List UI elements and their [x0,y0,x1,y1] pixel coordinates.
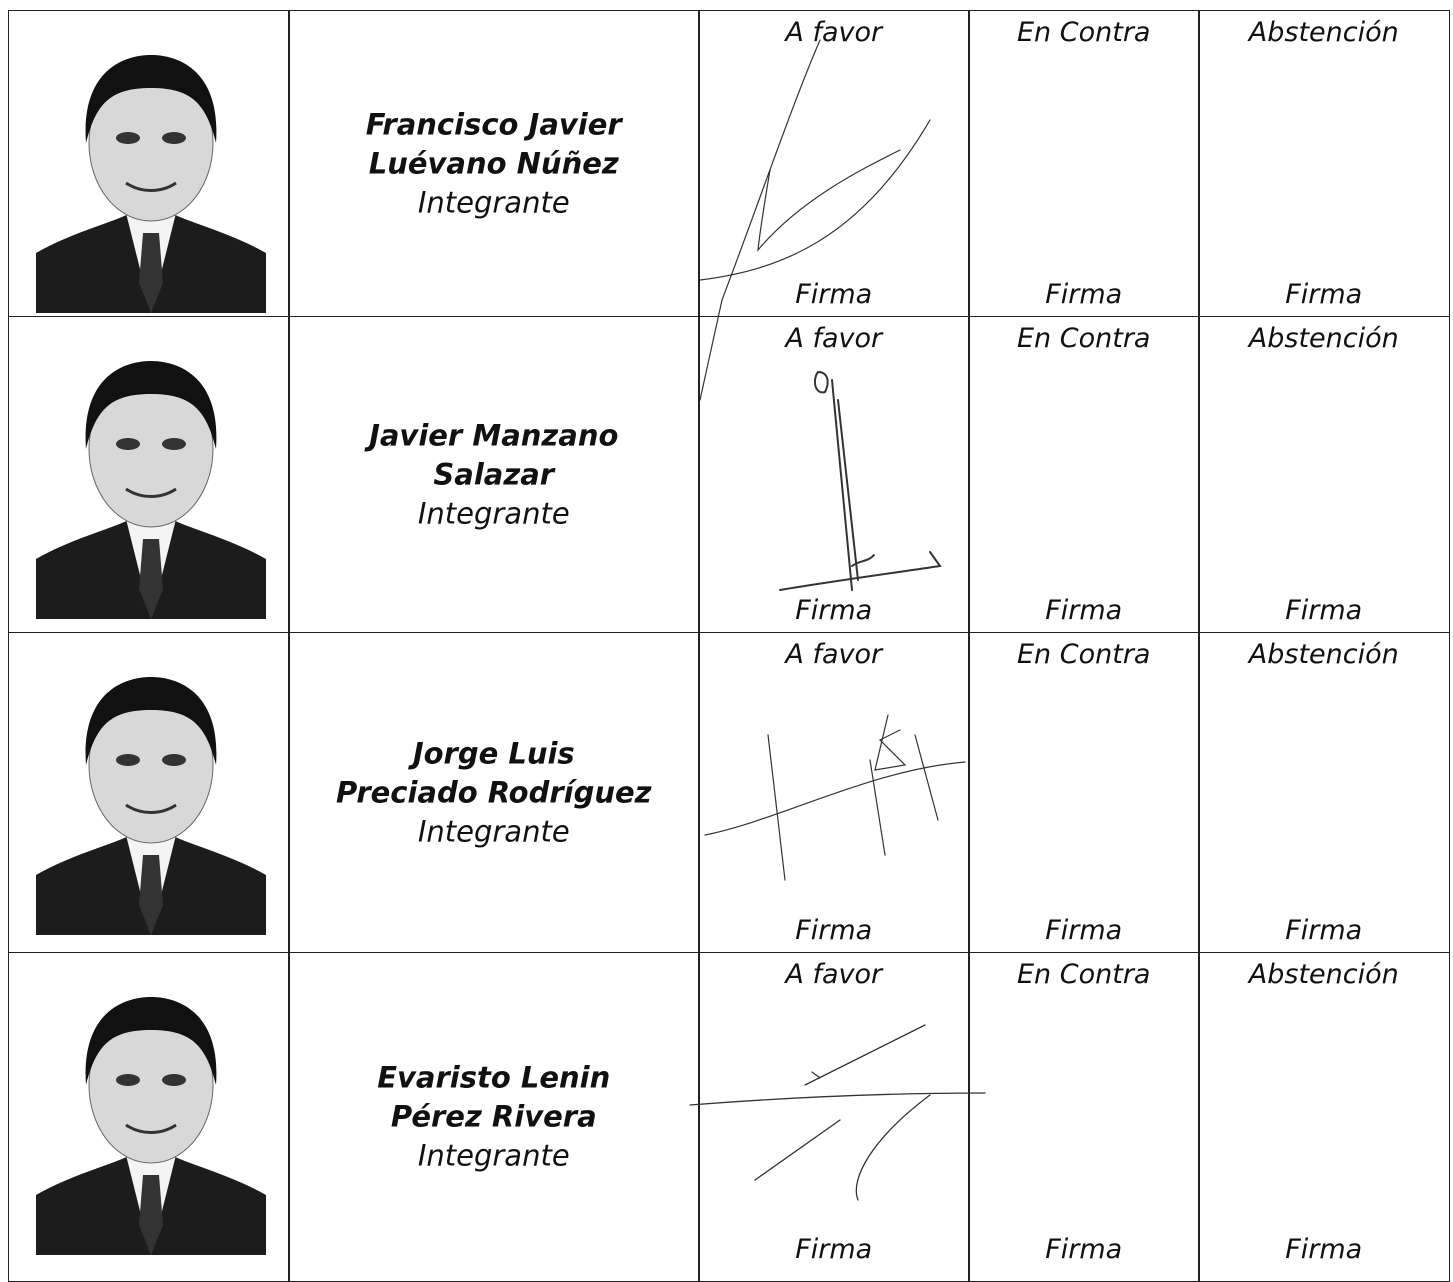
signature-label: Firma [795,595,873,626]
member-name: Francisco Javier [365,107,622,141]
hair [85,997,217,1085]
member-name: Luévano Núñez [368,146,619,180]
signature-label: Firma [795,915,873,946]
signature-label: Firma [1285,595,1363,626]
vote-cell: A favor Firma [698,316,970,633]
vote-option: Abstención [1248,959,1399,990]
vote-cell: En Contra Firma [968,10,1200,317]
mouth [125,487,177,498]
photo-cell [8,632,290,953]
eye [162,754,186,766]
member-role: Integrante [417,185,570,219]
signature-label: Firma [1285,1234,1363,1265]
name-block: Evaristo Lenin Pérez Rivera Integrante [289,1059,699,1176]
signature-label: Firma [1045,595,1123,626]
signature-label: Firma [1285,915,1363,946]
photo [36,997,266,1255]
vote-option: En Contra [1017,17,1151,48]
vote-option: A favor [785,959,883,990]
mouth [125,803,177,814]
vote-cell: En Contra Firma [968,952,1200,1282]
vote-option: En Contra [1017,639,1151,670]
signature-label: Firma [1285,279,1363,310]
member-name: Javier Manzano [369,418,619,452]
signature-label: Firma [1045,915,1123,946]
vote-cell: En Contra Firma [968,632,1200,953]
signature-label: Firma [795,1234,873,1265]
member-name: Salazar [433,457,555,491]
eye [116,1074,140,1086]
hair [85,677,217,765]
vote-cell: Abstención Firma [1198,10,1450,317]
photo-cell [8,952,290,1282]
tie [139,1175,163,1255]
member-name: Evaristo Lenin [377,1060,611,1095]
eye [116,754,140,766]
name-cell: Javier Manzano Salazar Integrante [288,316,700,633]
vote-option: En Contra [1017,959,1151,990]
member-role: Integrante [417,496,570,530]
vote-cell: A favor Firma [698,10,970,317]
name-block: Javier Manzano Salazar Integrante [289,416,699,533]
vote-option: Abstención [1248,17,1399,48]
photo [36,361,266,619]
eye [116,132,140,144]
photo-cell [8,10,290,317]
vote-cell: A favor Firma [698,952,970,1282]
hair [85,361,217,449]
tie [139,539,163,619]
vote-option: A favor [785,17,883,48]
vote-cell: Abstención Firma [1198,316,1450,633]
vote-option: A favor [785,639,883,670]
eye [162,1074,186,1086]
vote-cell: Abstención Firma [1198,952,1450,1282]
vote-cell: Abstención Firma [1198,632,1450,953]
member-role: Integrante [417,814,570,848]
photo [36,677,266,935]
name-cell: Jorge Luis Preciado Rodríguez Integrante [288,632,700,953]
member-name: Pérez Rivera [390,1099,597,1134]
vote-cell: En Contra Firma [968,316,1200,633]
signature-label: Firma [1045,1234,1123,1265]
member-name: Preciado Rodríguez [335,775,652,809]
mouth [125,1123,177,1134]
eye [162,132,186,144]
vote-option: Abstención [1248,323,1399,354]
tie [139,233,163,313]
vote-cell: A favor Firma [698,632,970,953]
signature-label: Firma [795,279,873,310]
mouth [125,181,177,192]
eye [162,438,186,450]
name-block: Jorge Luis Preciado Rodríguez Integrante [289,734,699,851]
name-block: Francisco Javier Luévano Núñez Integrante [289,105,699,222]
eye [116,438,140,450]
tie [139,855,163,935]
vote-option: En Contra [1017,323,1151,354]
hair [85,55,217,143]
name-cell: Francisco Javier Luévano Núñez Integrante [288,10,700,317]
member-role: Integrante [417,1138,570,1173]
signature-label: Firma [1045,279,1123,310]
member-name: Jorge Luis [412,736,575,770]
name-cell: Evaristo Lenin Pérez Rivera Integrante [288,952,700,1282]
vote-option: A favor [785,323,883,354]
vote-option: Abstención [1248,639,1399,670]
photo [36,55,266,313]
photo-cell [8,316,290,633]
